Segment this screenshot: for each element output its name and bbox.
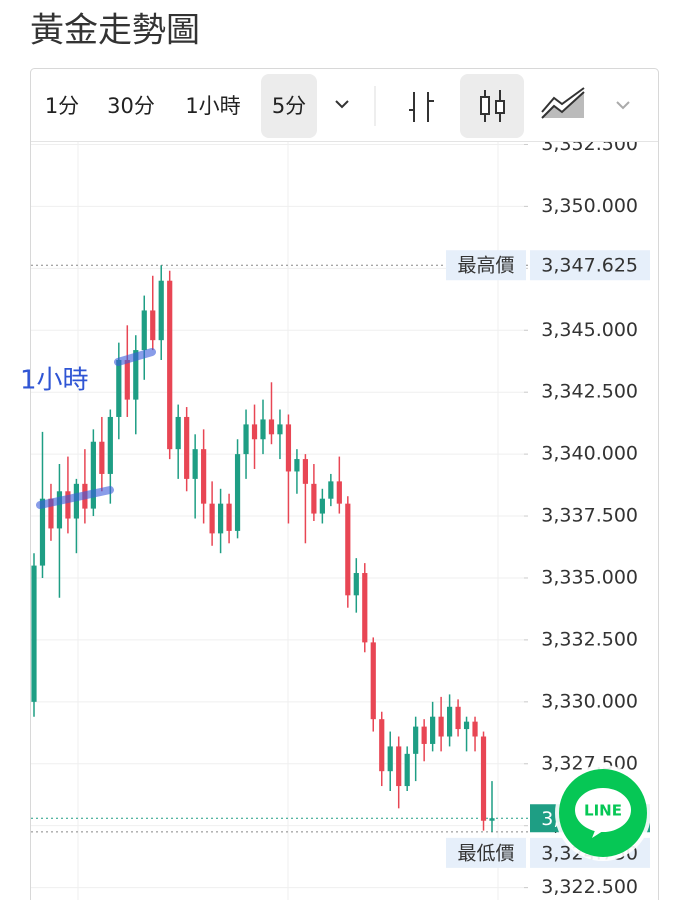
price-tag-bg: [446, 250, 526, 281]
candle-body: [99, 441, 105, 474]
y-tick-label: 3,345.000: [541, 319, 638, 341]
candle-body: [201, 449, 207, 504]
candle-body: [438, 716, 444, 737]
share-button-label[interactable]: LINE: [584, 802, 622, 820]
candle-body: [192, 449, 198, 479]
candle-body: [463, 721, 470, 730]
y-tick-label: 3,342.500: [541, 381, 638, 403]
candle-body: [56, 491, 63, 529]
dropdown-icon[interactable]: [335, 100, 349, 109]
y-tick-label: 3,330.000: [541, 690, 638, 712]
candle-body: [167, 280, 173, 450]
interval-button[interactable]: 1分: [45, 94, 79, 118]
candle-body: [379, 719, 385, 772]
candle-body: [336, 481, 342, 504]
interval-button[interactable]: 5分: [272, 94, 306, 118]
candle-body: [387, 746, 393, 772]
candle-body: [446, 706, 453, 737]
annotation-label: 1小時: [20, 366, 89, 396]
interval-selected-bg[interactable]: [261, 74, 317, 138]
price-tag-name: 最低價: [457, 842, 514, 864]
bar-chart-icon[interactable]: [409, 92, 434, 122]
y-tick-label: 3,337.500: [541, 505, 638, 527]
candle-body: [141, 310, 147, 351]
price-tag-bg: [446, 837, 526, 868]
candle-body: [48, 498, 54, 529]
toolbar: 1分 30分 1小時 5分: [45, 74, 317, 138]
dropdown-icon[interactable]: [616, 101, 630, 110]
candle-body: [489, 818, 495, 821]
price-tag-name: 最高價: [457, 255, 514, 277]
interval-button[interactable]: 30分: [107, 94, 155, 118]
candle-body: [370, 642, 376, 720]
price-tag-bg: [530, 250, 650, 281]
chart-frame: [30, 68, 659, 904]
candle-body: [421, 726, 427, 744]
candle-body: [294, 459, 300, 472]
candle-body: [226, 503, 232, 531]
candle-body: [480, 736, 487, 821]
candle-body: [285, 424, 292, 472]
candle-body: [455, 706, 461, 730]
candle-body: [353, 573, 359, 596]
candle-body: [362, 573, 368, 643]
candle-body: [396, 746, 402, 787]
y-tick-label: 3,350.000: [541, 195, 638, 217]
candle-body: [31, 565, 37, 702]
candle-body: [268, 419, 275, 435]
candle-icon-bg[interactable]: [460, 74, 524, 138]
y-tick-label: 3,322.500: [541, 876, 638, 898]
candle-body: [116, 359, 122, 417]
y-tick-label: 3,352.500: [541, 133, 638, 155]
annotation-layer: 1小時: [20, 348, 156, 509]
candle-body: [107, 416, 113, 474]
candle-body: [251, 424, 258, 440]
candle-body: [234, 454, 241, 531]
candle-body: [124, 359, 130, 400]
candle-body: [430, 716, 436, 744]
chart-title: 黃金走勢圖: [30, 11, 200, 51]
candle-body: [150, 310, 156, 341]
candle-icon[interactable]: [480, 90, 505, 122]
candle-body: [472, 721, 478, 737]
candle-body: [302, 459, 309, 484]
y-tick-label: 3,340.000: [541, 443, 638, 465]
y-tick-label: 3,332.500: [541, 628, 638, 650]
candle-body: [345, 503, 351, 596]
area-chart-icon[interactable]: [541, 87, 585, 119]
candle-body: [184, 416, 190, 479]
candle-body: [243, 424, 249, 455]
candle-body: [175, 416, 181, 450]
candle-body: [39, 498, 46, 566]
candle-body: [328, 481, 334, 499]
candle-body: [319, 498, 325, 514]
candle-body: [209, 503, 215, 534]
candle-body: [65, 491, 71, 519]
y-tick-label: 3,335.000: [541, 566, 638, 588]
candle-body: [158, 280, 164, 341]
annotation-stroke: [36, 486, 114, 509]
candle-body: [413, 726, 419, 754]
candle-body: [217, 503, 224, 534]
candle-body: [311, 483, 317, 514]
price-tag-value: 3,347.625: [541, 255, 638, 277]
candle-body: [277, 424, 283, 435]
candle-body: [133, 350, 139, 400]
candle-body: [90, 441, 96, 509]
share-button[interactable]: LINE: [555, 765, 651, 861]
annotation-stroke: [114, 348, 156, 366]
plot-area: 3,352.5003,350.0003,347.5003,345.0003,34…: [31, 133, 650, 900]
candle-body: [260, 419, 266, 440]
interval-button[interactable]: 1小時: [185, 94, 240, 118]
candle-body: [404, 753, 410, 787]
